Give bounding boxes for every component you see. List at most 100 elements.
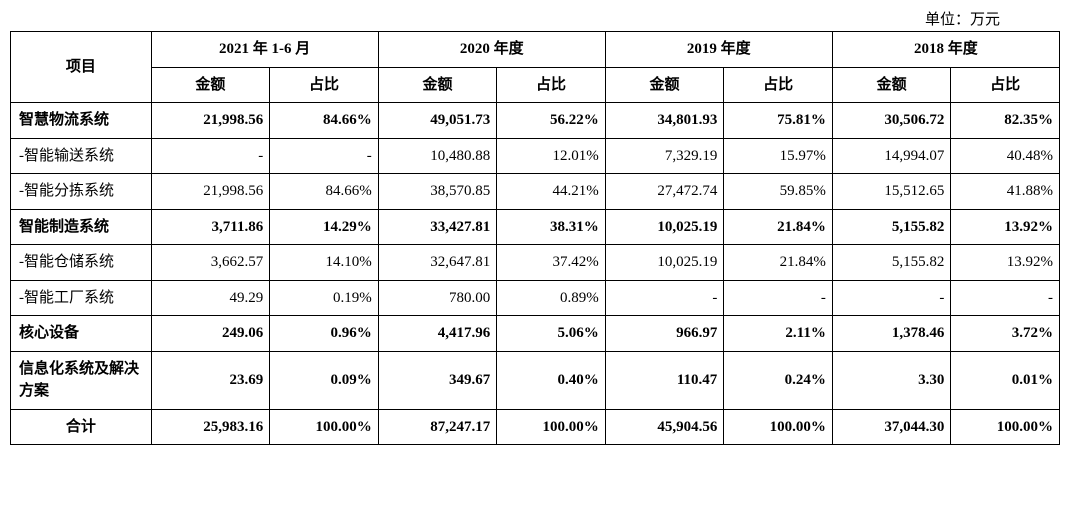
row-label: 智能制造系统 (11, 209, 152, 245)
cell-ratio: 2.11% (724, 316, 833, 352)
col-amt-0: 金额 (151, 67, 270, 103)
cell-ratio: 41.88% (951, 174, 1060, 210)
cell-ratio: - (724, 280, 833, 316)
row-label: 核心设备 (11, 316, 152, 352)
table-row: 智能制造系统3,711.8614.29%33,427.8138.31%10,02… (11, 209, 1060, 245)
cell-ratio: 100.00% (270, 409, 379, 445)
table-row: -智能分拣系统21,998.5684.66%38,570.8544.21%27,… (11, 174, 1060, 210)
row-label: -智能工厂系统 (11, 280, 152, 316)
cell-ratio: 12.01% (497, 138, 606, 174)
table-row: 核心设备249.060.96%4,417.965.06%966.972.11%1… (11, 316, 1060, 352)
table-row: -智能输送系统--10,480.8812.01%7,329.1915.97%14… (11, 138, 1060, 174)
cell-ratio: - (951, 280, 1060, 316)
cell-amount: 33,427.81 (378, 209, 497, 245)
cell-amount: 87,247.17 (378, 409, 497, 445)
row-label: 智慧物流系统 (11, 103, 152, 139)
row-label: -智能分拣系统 (11, 174, 152, 210)
cell-amount: 1,378.46 (832, 316, 951, 352)
cell-amount: 10,025.19 (605, 209, 724, 245)
table-row: -智能工厂系统49.290.19%780.000.89%---- (11, 280, 1060, 316)
col-pct-3: 占比 (951, 67, 1060, 103)
col-period-1: 2020 年度 (378, 32, 605, 68)
cell-ratio: 13.92% (951, 245, 1060, 281)
cell-amount: 4,417.96 (378, 316, 497, 352)
cell-ratio: 75.81% (724, 103, 833, 139)
cell-amount: 25,983.16 (151, 409, 270, 445)
unit-label: 单位：万元 (10, 10, 1060, 31)
cell-amount: - (832, 280, 951, 316)
col-pct-1: 占比 (497, 67, 606, 103)
cell-ratio: 0.89% (497, 280, 606, 316)
cell-ratio: 5.06% (497, 316, 606, 352)
col-period-0: 2021 年 1-6 月 (151, 32, 378, 68)
cell-ratio: 21.84% (724, 245, 833, 281)
cell-amount: 15,512.65 (832, 174, 951, 210)
cell-amount: 34,801.93 (605, 103, 724, 139)
col-amt-3: 金额 (832, 67, 951, 103)
cell-amount: - (605, 280, 724, 316)
table-row: -智能仓储系统3,662.5714.10%32,647.8137.42%10,0… (11, 245, 1060, 281)
table-row: 合计25,983.16100.00%87,247.17100.00%45,904… (11, 409, 1060, 445)
cell-ratio: 0.19% (270, 280, 379, 316)
cell-ratio: 0.09% (270, 351, 379, 409)
cell-ratio: 100.00% (724, 409, 833, 445)
cell-amount: 5,155.82 (832, 209, 951, 245)
cell-amount: 249.06 (151, 316, 270, 352)
col-pct-0: 占比 (270, 67, 379, 103)
cell-amount: 966.97 (605, 316, 724, 352)
col-pct-2: 占比 (724, 67, 833, 103)
cell-amount: 49.29 (151, 280, 270, 316)
header-row-1: 项目 2021 年 1-6 月 2020 年度 2019 年度 2018 年度 (11, 32, 1060, 68)
cell-amount: 37,044.30 (832, 409, 951, 445)
cell-amount: 14,994.07 (832, 138, 951, 174)
cell-ratio: 14.10% (270, 245, 379, 281)
col-item-header: 项目 (11, 32, 152, 103)
cell-amount: 27,472.74 (605, 174, 724, 210)
cell-ratio: 84.66% (270, 103, 379, 139)
cell-ratio: 21.84% (724, 209, 833, 245)
cell-amount: 21,998.56 (151, 174, 270, 210)
cell-amount: 349.67 (378, 351, 497, 409)
cell-amount: 23.69 (151, 351, 270, 409)
revenue-breakdown-table: 项目 2021 年 1-6 月 2020 年度 2019 年度 2018 年度 … (10, 31, 1060, 445)
col-period-2: 2019 年度 (605, 32, 832, 68)
table-row: 智慧物流系统21,998.5684.66%49,051.7356.22%34,8… (11, 103, 1060, 139)
cell-amount: 10,480.88 (378, 138, 497, 174)
cell-amount: 780.00 (378, 280, 497, 316)
cell-amount: 3,662.57 (151, 245, 270, 281)
cell-ratio: 37.42% (497, 245, 606, 281)
cell-amount: 45,904.56 (605, 409, 724, 445)
cell-amount: 21,998.56 (151, 103, 270, 139)
cell-ratio: 13.92% (951, 209, 1060, 245)
cell-ratio: 100.00% (951, 409, 1060, 445)
cell-amount: 3.30 (832, 351, 951, 409)
cell-amount: 32,647.81 (378, 245, 497, 281)
col-period-3: 2018 年度 (832, 32, 1059, 68)
cell-ratio: 0.24% (724, 351, 833, 409)
row-label: -智能仓储系统 (11, 245, 152, 281)
cell-amount: 49,051.73 (378, 103, 497, 139)
cell-ratio: - (270, 138, 379, 174)
cell-amount: 30,506.72 (832, 103, 951, 139)
cell-amount: 10,025.19 (605, 245, 724, 281)
col-amt-2: 金额 (605, 67, 724, 103)
cell-ratio: 0.40% (497, 351, 606, 409)
table-row: 信息化系统及解决方案23.690.09%349.670.40%110.470.2… (11, 351, 1060, 409)
cell-ratio: 0.96% (270, 316, 379, 352)
cell-ratio: 59.85% (724, 174, 833, 210)
cell-ratio: 82.35% (951, 103, 1060, 139)
row-label: 合计 (11, 409, 152, 445)
cell-amount: 7,329.19 (605, 138, 724, 174)
cell-ratio: 100.00% (497, 409, 606, 445)
cell-amount: 3,711.86 (151, 209, 270, 245)
cell-amount: 110.47 (605, 351, 724, 409)
cell-ratio: 3.72% (951, 316, 1060, 352)
header-row-2: 金额 占比 金额 占比 金额 占比 金额 占比 (11, 67, 1060, 103)
cell-ratio: 84.66% (270, 174, 379, 210)
row-label: -智能输送系统 (11, 138, 152, 174)
col-amt-1: 金额 (378, 67, 497, 103)
cell-ratio: 15.97% (724, 138, 833, 174)
cell-amount: 38,570.85 (378, 174, 497, 210)
cell-ratio: 14.29% (270, 209, 379, 245)
cell-ratio: 0.01% (951, 351, 1060, 409)
